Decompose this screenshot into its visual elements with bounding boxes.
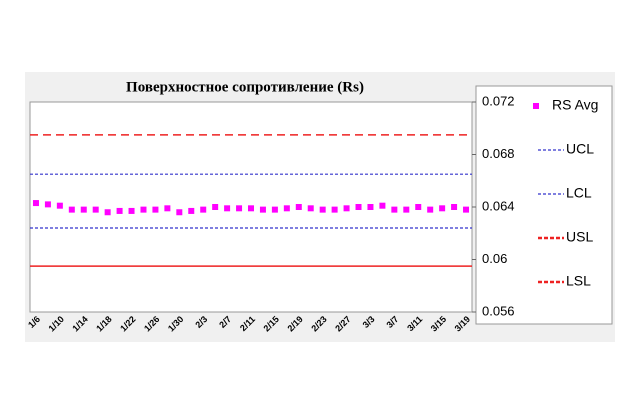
chart-title: Поверхностное сопротивление (Rs) xyxy=(126,79,364,95)
marker xyxy=(295,204,302,210)
marker xyxy=(80,206,87,213)
marker xyxy=(391,206,398,213)
marker xyxy=(427,206,434,213)
marker xyxy=(140,206,147,213)
marker xyxy=(343,205,350,212)
legend-label: LCL xyxy=(566,185,592,201)
y-tick-label: 0.072 xyxy=(482,93,515,108)
marker xyxy=(176,209,183,216)
y-tick-label: 0.064 xyxy=(482,198,515,213)
marker xyxy=(188,207,195,214)
marker xyxy=(152,206,159,213)
marker xyxy=(307,205,314,212)
marker xyxy=(116,207,123,214)
marker xyxy=(415,204,422,210)
marker xyxy=(104,209,111,216)
marker xyxy=(128,207,135,214)
marker xyxy=(319,206,326,213)
y-tick-label: 0.056 xyxy=(482,303,515,318)
legend-label: LSL xyxy=(566,273,591,289)
marker xyxy=(164,205,171,212)
marker xyxy=(331,206,338,213)
legend xyxy=(475,85,613,325)
marker xyxy=(403,206,410,213)
marker xyxy=(355,204,362,210)
marker xyxy=(212,204,219,210)
marker xyxy=(92,206,99,213)
y-tick-label: 0.06 xyxy=(482,251,507,266)
marker xyxy=(283,205,290,212)
legend-marker xyxy=(533,103,539,109)
marker xyxy=(68,206,75,213)
marker xyxy=(259,206,266,213)
y-tick-label: 0.068 xyxy=(482,146,515,161)
marker xyxy=(248,205,254,212)
marker xyxy=(200,206,207,213)
marker xyxy=(56,202,63,209)
marker xyxy=(439,205,446,212)
marker xyxy=(463,206,470,213)
marker xyxy=(44,201,51,208)
marker xyxy=(451,204,458,210)
legend-label: RS Avg xyxy=(552,97,598,113)
marker xyxy=(224,205,231,212)
marker xyxy=(32,200,39,207)
marker xyxy=(367,204,374,210)
legend-label: USL xyxy=(566,229,593,245)
marker xyxy=(379,202,386,209)
marker xyxy=(271,206,278,213)
marker xyxy=(236,205,243,212)
legend-label: UCL xyxy=(566,141,594,157)
